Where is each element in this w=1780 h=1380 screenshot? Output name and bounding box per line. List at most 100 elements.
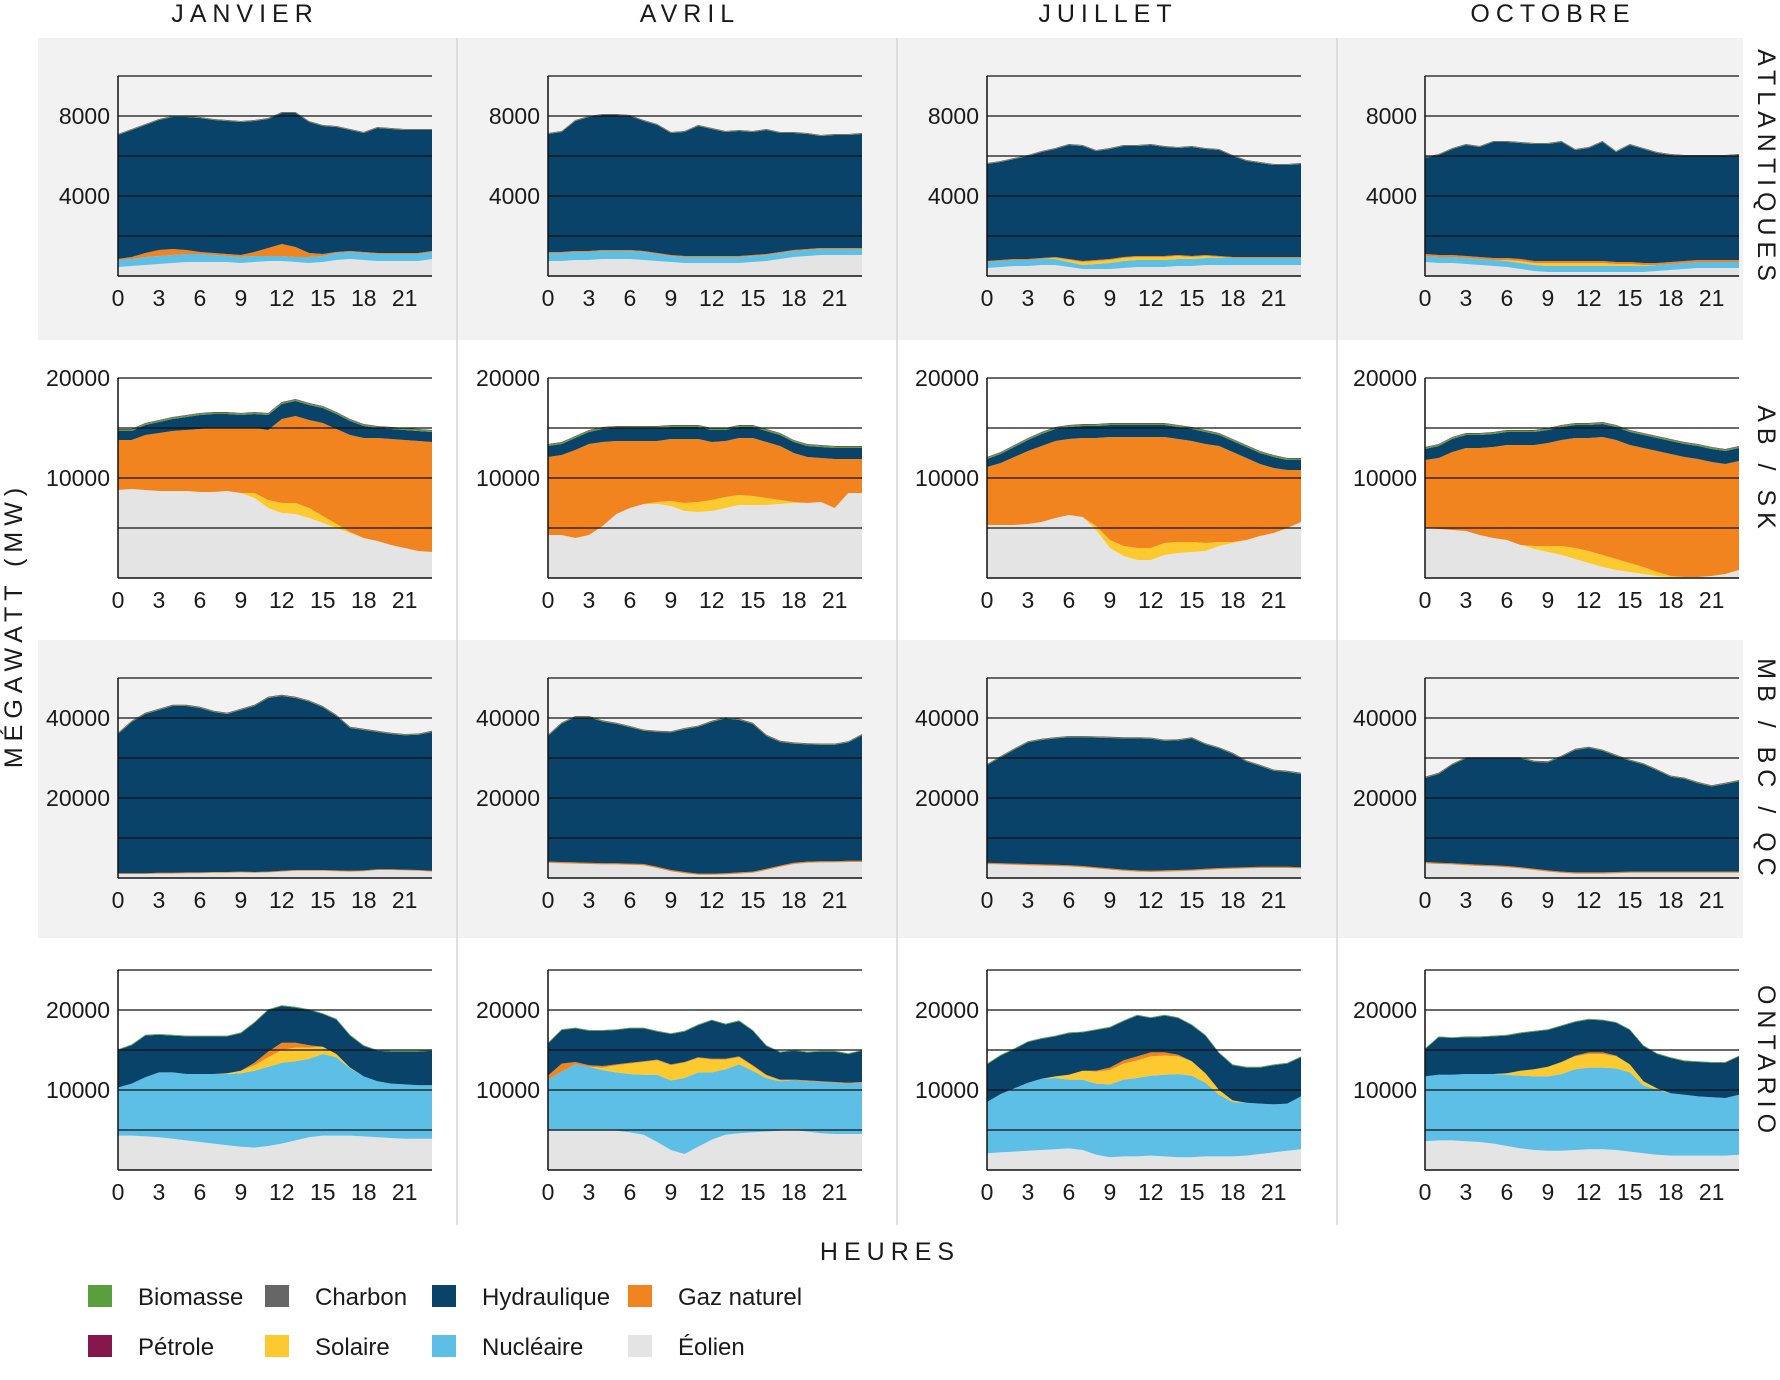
panel-2-2: 20000 40000 0 3 6 9 12 15 18 21: [915, 677, 1301, 913]
area-gas: [548, 438, 862, 538]
x-tick-label: 21: [392, 285, 418, 311]
x-tick-label: 3: [153, 285, 166, 311]
x-tick-label: 9: [234, 285, 247, 311]
legend-item-oil: Pétrole: [88, 1334, 214, 1361]
x-tick-label: 6: [624, 887, 637, 913]
x-tick-label: 3: [1460, 1179, 1473, 1205]
x-tick-label: 9: [234, 587, 247, 613]
y-tick-label: 20000: [476, 997, 540, 1023]
x-tick-label: 6: [624, 1179, 637, 1205]
x-tick-label: 12: [699, 1179, 725, 1205]
y-tick-label: 20000: [476, 785, 540, 811]
x-tick-label: 0: [1419, 887, 1432, 913]
legend-item-nuclear: Nucléaire: [432, 1334, 583, 1361]
x-tick-label: 0: [981, 587, 994, 613]
legend-label: Solaire: [315, 1334, 390, 1361]
area-hydro: [987, 1015, 1301, 1105]
area-nuclear: [548, 249, 862, 263]
x-tick-label: 15: [740, 587, 766, 613]
column-dividers: [456, 38, 1338, 1225]
x-tick-label: 9: [664, 285, 677, 311]
x-tick-label: 12: [699, 285, 725, 311]
panel-3-3: 10000 20000 0 3 6 9 12 15 18 21: [1353, 969, 1739, 1205]
x-tick-label: 18: [351, 285, 377, 311]
panel-2-0: 20000 40000 0 3 6 9 12 15 18 21: [46, 677, 432, 913]
area-wind: [118, 1135, 432, 1170]
x-tick-label: 12: [1576, 1179, 1602, 1205]
area-hydro: [1425, 142, 1739, 263]
x-tick-label: 3: [153, 587, 166, 613]
legend-item-biomass: Biomasse: [88, 1284, 243, 1311]
legend-item-hydro: Hydraulique: [432, 1284, 610, 1311]
x-tick-label: 15: [310, 587, 336, 613]
legend-label: Pétrole: [138, 1334, 214, 1361]
area-wind: [548, 1130, 862, 1170]
legend-item-coal: Charbon: [265, 1284, 407, 1311]
x-tick-label: 3: [1022, 1179, 1035, 1205]
area-hydro: [1425, 748, 1739, 873]
y-tick-label: 20000: [1353, 365, 1417, 391]
x-tick-label: 6: [1501, 1179, 1514, 1205]
x-tick-label: 21: [392, 887, 418, 913]
x-tick-label: 9: [664, 587, 677, 613]
area-wind: [548, 255, 862, 276]
legend: Biomasse Charbon Hydraulique Gaz naturel Pét…: [88, 1284, 802, 1361]
x-tick-label: 15: [1179, 587, 1205, 613]
x-tick-label: 0: [112, 285, 125, 311]
column-title: OCTOBRE: [1470, 0, 1635, 28]
area-wind: [118, 489, 432, 578]
area-biomass: [548, 1019, 862, 1054]
area-hydro: [548, 717, 862, 874]
area-gas: [987, 255, 1301, 262]
y-tick-label: 4000: [1366, 183, 1417, 209]
area-hydro: [118, 696, 432, 874]
x-tick-label: 18: [781, 887, 807, 913]
x-tick-label: 6: [624, 285, 637, 311]
legend-label: Nucléaire: [482, 1334, 583, 1361]
x-tick-label: 6: [1501, 285, 1514, 311]
area-hydro: [118, 1006, 432, 1088]
chart-panels: 4000 8000 0 3 6 9 12 15 18 21 4000 8000 0 3 6 9 12 15 18 21…: [46, 75, 1739, 1205]
x-tick-label: 21: [822, 1179, 848, 1205]
x-tick-label: 21: [392, 587, 418, 613]
area-nuclear: [548, 1064, 862, 1154]
x-tick-label: 3: [583, 587, 596, 613]
legend-swatch: [88, 1335, 112, 1357]
panel-2-3: 20000 40000 0 3 6 9 12 15 18 21: [1353, 677, 1739, 913]
x-tick-label: 3: [153, 1179, 166, 1205]
panel-2-1: 20000 40000 0 3 6 9 12 15 18 21: [476, 677, 862, 913]
x-tick-label: 12: [1138, 1179, 1164, 1205]
area-solar: [1425, 256, 1739, 266]
x-tick-label: 0: [1419, 285, 1432, 311]
area-wind: [118, 259, 432, 276]
area-gas: [118, 416, 432, 552]
area-hydro: [548, 1020, 862, 1083]
x-tick-label: 15: [1617, 587, 1643, 613]
y-tick-label: 20000: [915, 365, 979, 391]
x-tick-label: 21: [1699, 887, 1725, 913]
x-tick-label: 3: [1022, 887, 1035, 913]
x-tick-label: 21: [1261, 1179, 1287, 1205]
column-title: JANVIER: [171, 0, 319, 28]
y-tick-label: 8000: [59, 103, 110, 129]
y-tick-label: 20000: [46, 997, 110, 1023]
x-tick-label: 0: [542, 285, 555, 311]
x-tick-label: 15: [1179, 285, 1205, 311]
x-tick-label: 9: [664, 887, 677, 913]
x-tick-label: 18: [781, 1179, 807, 1205]
area-solar: [548, 493, 862, 538]
x-tick-label: 3: [583, 285, 596, 311]
x-tick-label: 15: [740, 285, 766, 311]
x-tick-label: 9: [664, 1179, 677, 1205]
x-tick-label: 9: [1103, 1179, 1116, 1205]
area-nuclear: [118, 1054, 432, 1148]
x-tick-label: 18: [1220, 587, 1246, 613]
row-title: AB / SK: [1752, 405, 1780, 535]
x-tick-label: 9: [1541, 1179, 1554, 1205]
legend-swatch: [265, 1335, 289, 1357]
x-tick-label: 15: [310, 887, 336, 913]
legend-label: Éolien: [678, 1334, 745, 1361]
legend-swatch: [628, 1335, 652, 1357]
area-gas: [118, 869, 432, 874]
area-gas: [548, 248, 862, 257]
